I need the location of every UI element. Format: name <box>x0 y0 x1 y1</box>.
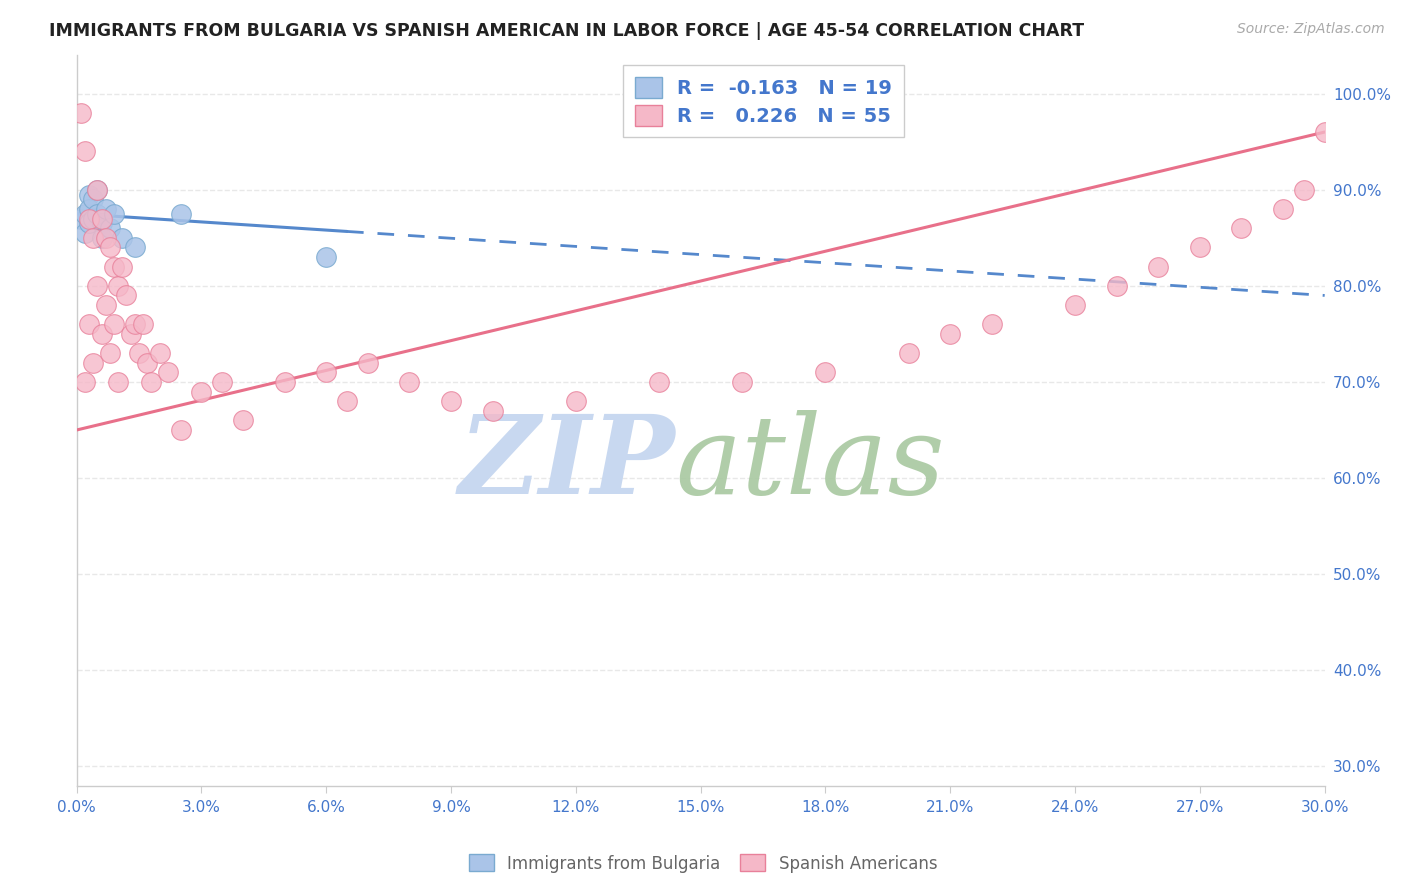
Point <box>86 183 108 197</box>
Point <box>897 346 920 360</box>
Legend: R =  -0.163   N = 19, R =   0.226   N = 55: R = -0.163 N = 19, R = 0.226 N = 55 <box>623 65 904 137</box>
Point <box>1147 260 1170 274</box>
Text: ZIP: ZIP <box>458 410 676 518</box>
Point <box>94 231 117 245</box>
Point <box>731 375 754 389</box>
Point <box>814 365 837 379</box>
Point <box>73 375 96 389</box>
Point <box>1313 125 1336 139</box>
Point <box>77 202 100 216</box>
Point <box>481 404 503 418</box>
Point <box>69 211 91 226</box>
Point <box>1064 298 1087 312</box>
Point <box>190 384 212 399</box>
Point <box>94 202 117 216</box>
Point <box>82 192 104 206</box>
Point <box>120 326 142 341</box>
Point <box>124 318 146 332</box>
Point <box>336 394 359 409</box>
Point <box>111 231 134 245</box>
Point <box>107 278 129 293</box>
Text: Source: ZipAtlas.com: Source: ZipAtlas.com <box>1237 22 1385 37</box>
Point <box>69 105 91 120</box>
Point <box>980 318 1002 332</box>
Point <box>648 375 671 389</box>
Point <box>565 394 588 409</box>
Point <box>73 207 96 221</box>
Point <box>1105 278 1128 293</box>
Point <box>232 413 254 427</box>
Point <box>440 394 463 409</box>
Point <box>315 365 337 379</box>
Point <box>98 240 121 254</box>
Point <box>98 221 121 235</box>
Point <box>136 356 159 370</box>
Point <box>357 356 380 370</box>
Point <box>73 226 96 240</box>
Point <box>82 231 104 245</box>
Point <box>124 240 146 254</box>
Point <box>107 375 129 389</box>
Point <box>103 318 125 332</box>
Point <box>169 207 191 221</box>
Point <box>86 278 108 293</box>
Point <box>90 211 112 226</box>
Point <box>86 207 108 221</box>
Point <box>149 346 172 360</box>
Point <box>90 231 112 245</box>
Point <box>157 365 180 379</box>
Point <box>82 211 104 226</box>
Point <box>82 356 104 370</box>
Point <box>273 375 295 389</box>
Text: atlas: atlas <box>676 410 945 518</box>
Point <box>90 326 112 341</box>
Point <box>1272 202 1295 216</box>
Point <box>1230 221 1253 235</box>
Point <box>141 375 163 389</box>
Point <box>86 183 108 197</box>
Text: IMMIGRANTS FROM BULGARIA VS SPANISH AMERICAN IN LABOR FORCE | AGE 45-54 CORRELAT: IMMIGRANTS FROM BULGARIA VS SPANISH AMER… <box>49 22 1084 40</box>
Point <box>77 216 100 230</box>
Point <box>73 145 96 159</box>
Point <box>90 216 112 230</box>
Legend: Immigrants from Bulgaria, Spanish Americans: Immigrants from Bulgaria, Spanish Americ… <box>463 847 943 880</box>
Point <box>98 346 121 360</box>
Point <box>77 211 100 226</box>
Point <box>128 346 150 360</box>
Point <box>211 375 233 389</box>
Point <box>132 318 155 332</box>
Point <box>1188 240 1211 254</box>
Point <box>1292 183 1315 197</box>
Point <box>103 260 125 274</box>
Point <box>77 318 100 332</box>
Point <box>94 298 117 312</box>
Point <box>398 375 420 389</box>
Point <box>315 250 337 264</box>
Point <box>939 326 962 341</box>
Point <box>103 207 125 221</box>
Point <box>169 423 191 437</box>
Point <box>111 260 134 274</box>
Point <box>77 187 100 202</box>
Point <box>115 288 138 302</box>
